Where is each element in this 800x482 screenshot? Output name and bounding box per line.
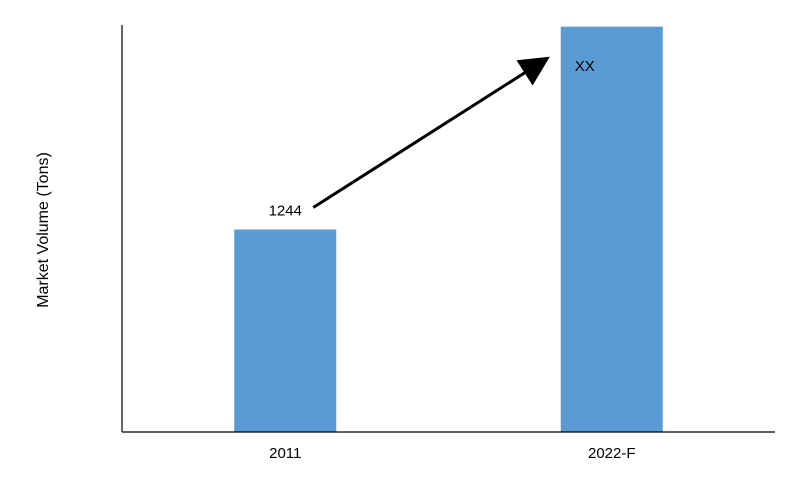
data-label-2022-f: XX [575, 58, 595, 75]
y-axis-title: Market Volume (Tons) [35, 152, 52, 308]
data-label-2011: 1244 [269, 202, 302, 219]
x-tick-label-2022-f: 2022-F [588, 445, 636, 462]
x-tick-label-2011: 2011 [269, 445, 301, 462]
bars-group [234, 26, 663, 433]
x-tick-labels-group: 2011 2022-F [269, 445, 635, 462]
bar-2022-f [560, 26, 663, 433]
data-labels-group: 1244 XX [269, 58, 595, 219]
growth-arrow [312, 56, 550, 209]
bar-2011 [234, 229, 337, 432]
